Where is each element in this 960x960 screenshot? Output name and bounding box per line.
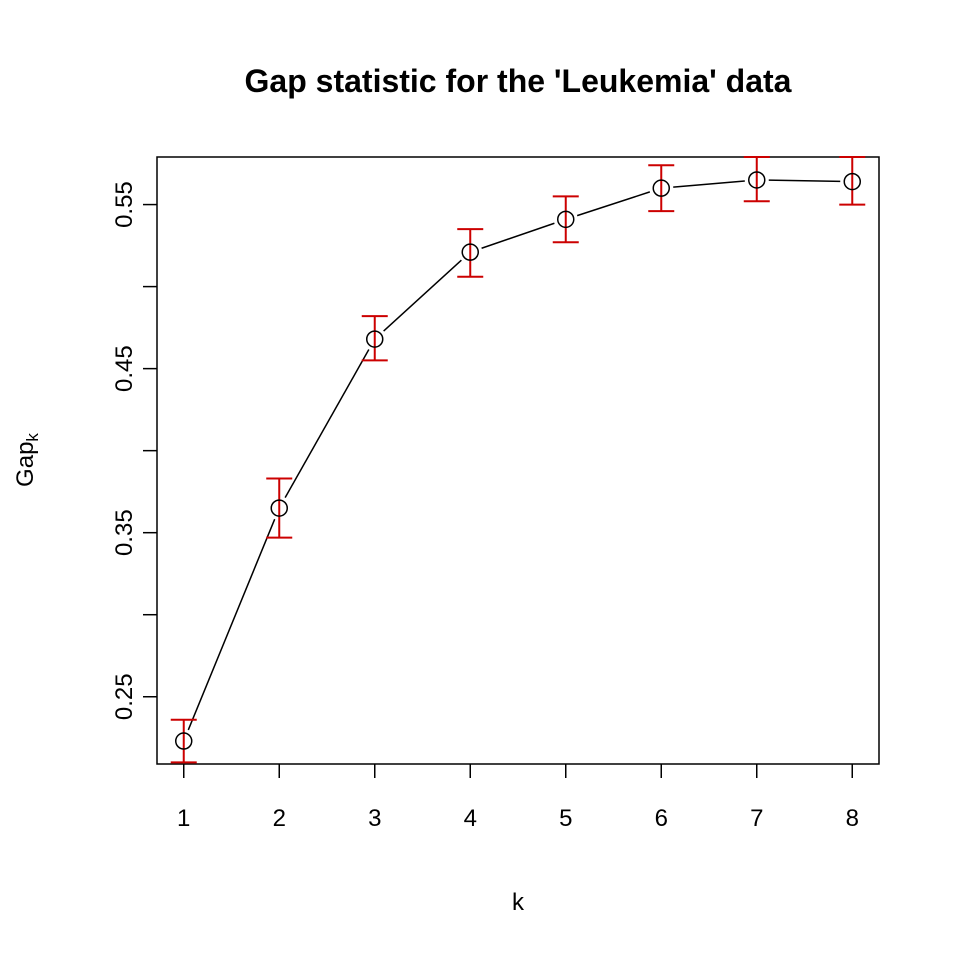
y-axis-label-main: Gap (12, 442, 39, 487)
line-segment (284, 349, 370, 498)
line-segment (187, 518, 276, 731)
plot-frame (156, 156, 880, 765)
line-segment (673, 180, 745, 188)
data-point-circle-icon (557, 210, 575, 229)
y-tick-label: 0.35 (111, 509, 138, 556)
data-point-circle-icon (365, 330, 384, 348)
x-tick-label: 4 (464, 805, 477, 832)
data-point-circle-icon (461, 243, 479, 261)
data-point-circle-icon (748, 171, 766, 189)
y-axis-label: Gapk (12, 433, 42, 487)
line-segment (576, 191, 651, 217)
y-tick-label: 0.45 (111, 345, 138, 392)
y-axis: 0.25 0.35 0.45 0.55 (111, 181, 157, 720)
data-point-circle-icon (843, 172, 862, 191)
x-axis: 1 2 3 4 5 6 7 8 (177, 764, 859, 832)
data-point-circle-icon (174, 732, 193, 750)
data-points (174, 171, 862, 750)
x-tick-label: 2 (273, 805, 286, 832)
x-tick-label: 5 (559, 805, 572, 832)
x-tick-label: 7 (750, 805, 763, 832)
y-tick-label: 0.25 (111, 673, 138, 720)
data-point-circle-icon (652, 179, 671, 197)
gap-line (187, 179, 841, 731)
y-axis-label-subscript: k (23, 433, 42, 442)
x-axis-label: k (512, 889, 525, 916)
x-tick-label: 3 (368, 805, 381, 832)
data-point-circle-icon (270, 499, 288, 517)
y-tick-label: 0.55 (111, 181, 138, 228)
error-bars (170, 156, 866, 764)
x-tick-label: 6 (655, 805, 668, 832)
x-tick-label: 8 (846, 805, 859, 832)
line-segment (481, 222, 555, 249)
line-segment (383, 259, 462, 332)
chart-title: Gap statistic for the 'Leukemia' data (245, 63, 792, 99)
line-segment (768, 179, 841, 183)
x-tick-label: 1 (177, 805, 190, 832)
